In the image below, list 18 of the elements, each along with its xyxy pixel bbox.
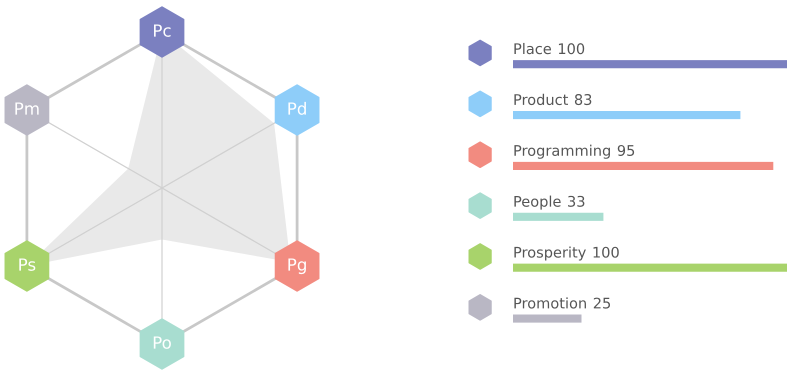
y-tick-label: Promotion [514,297,586,309]
data-label: 83 [574,94,592,106]
y-tick-label: Place [514,42,551,54]
spoke-label: Pg [288,258,306,274]
spoke-label: Po [154,336,171,349]
data-label: 100 [594,246,619,258]
y-tick-label: Programming [514,144,610,159]
data-label: 25 [594,298,610,309]
spoke-label: Pc [154,24,171,37]
spoke-label: Pm [15,102,39,115]
y-tick-label: People [514,196,561,210]
data-label: 95 [618,144,634,156]
data-label: 100 [558,43,584,54]
spoke-label: Pd [288,102,306,115]
spoke-label: Ps [19,258,36,271]
y-tick-label: Prosperity [514,246,586,261]
data-label: 33 [568,196,584,207]
y-tick-label: Product [514,94,568,106]
